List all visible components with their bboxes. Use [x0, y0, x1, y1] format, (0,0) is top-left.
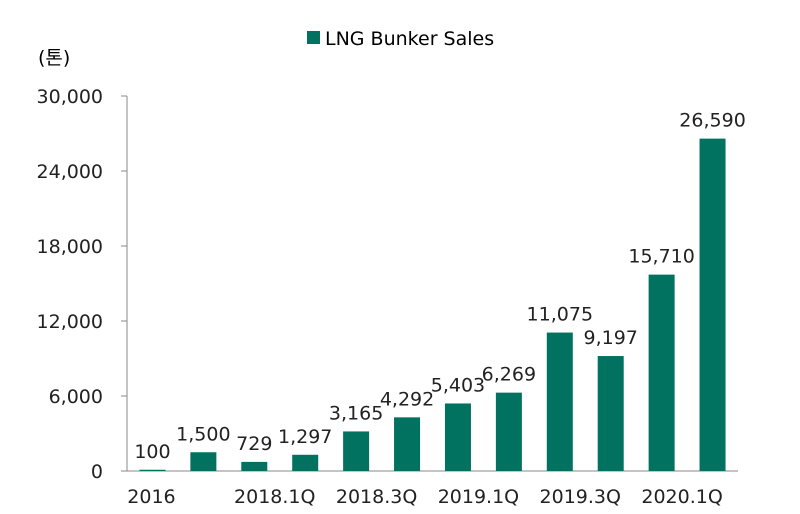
bar	[495, 392, 522, 471]
bar	[292, 454, 319, 471]
x-axis: 2016 2018.1Q 2018.3Q 2019.1Q 2019.3Q 2020.1Q	[127, 470, 738, 508]
y-tick-label: 12,000	[37, 311, 103, 333]
data-label: 1,500	[176, 423, 230, 445]
data-label: 729	[236, 433, 272, 455]
bar	[444, 403, 471, 471]
y-axis: 0 6,000 12,000 18,000 24,000 30,000	[37, 86, 128, 483]
bar	[343, 431, 370, 471]
bar	[241, 461, 268, 471]
data-label: 6,269	[482, 364, 536, 386]
x-tick-label: 2019.1Q	[438, 486, 519, 508]
bars	[139, 138, 726, 471]
data-label: 9,197	[584, 327, 638, 349]
bar	[597, 356, 624, 471]
legend-swatch	[307, 31, 320, 44]
data-label: 4,292	[380, 388, 434, 410]
y-tick-label: 30,000	[37, 86, 103, 108]
y-tick-label: 6,000	[49, 386, 103, 408]
y-tick-label: 18,000	[37, 236, 103, 258]
data-label: 100	[134, 441, 170, 463]
y-tick-label: 0	[91, 461, 103, 483]
legend-label: LNG Bunker Sales	[325, 28, 494, 50]
x-tick-label: 2018.1Q	[234, 486, 315, 508]
legend: LNG Bunker Sales	[307, 28, 494, 50]
data-label: 1,297	[278, 426, 332, 448]
data-label: 15,710	[628, 246, 694, 268]
x-tick-label: 2018.3Q	[336, 486, 417, 508]
bar	[648, 274, 675, 471]
bar	[699, 138, 726, 471]
unit-label: (톤)	[38, 47, 70, 69]
bar	[394, 417, 421, 471]
data-label: 3,165	[329, 402, 383, 424]
y-tick-label: 24,000	[37, 161, 103, 183]
data-label: 11,075	[527, 304, 593, 326]
x-tick-label: 2020.1Q	[641, 486, 722, 508]
data-label: 26,590	[679, 110, 745, 132]
bar	[546, 332, 573, 471]
bar	[139, 469, 166, 471]
x-tick-label: 2019.3Q	[540, 486, 621, 508]
x-tick-label: 2016	[127, 486, 175, 508]
data-label: 5,403	[431, 374, 485, 396]
bar	[190, 452, 217, 471]
